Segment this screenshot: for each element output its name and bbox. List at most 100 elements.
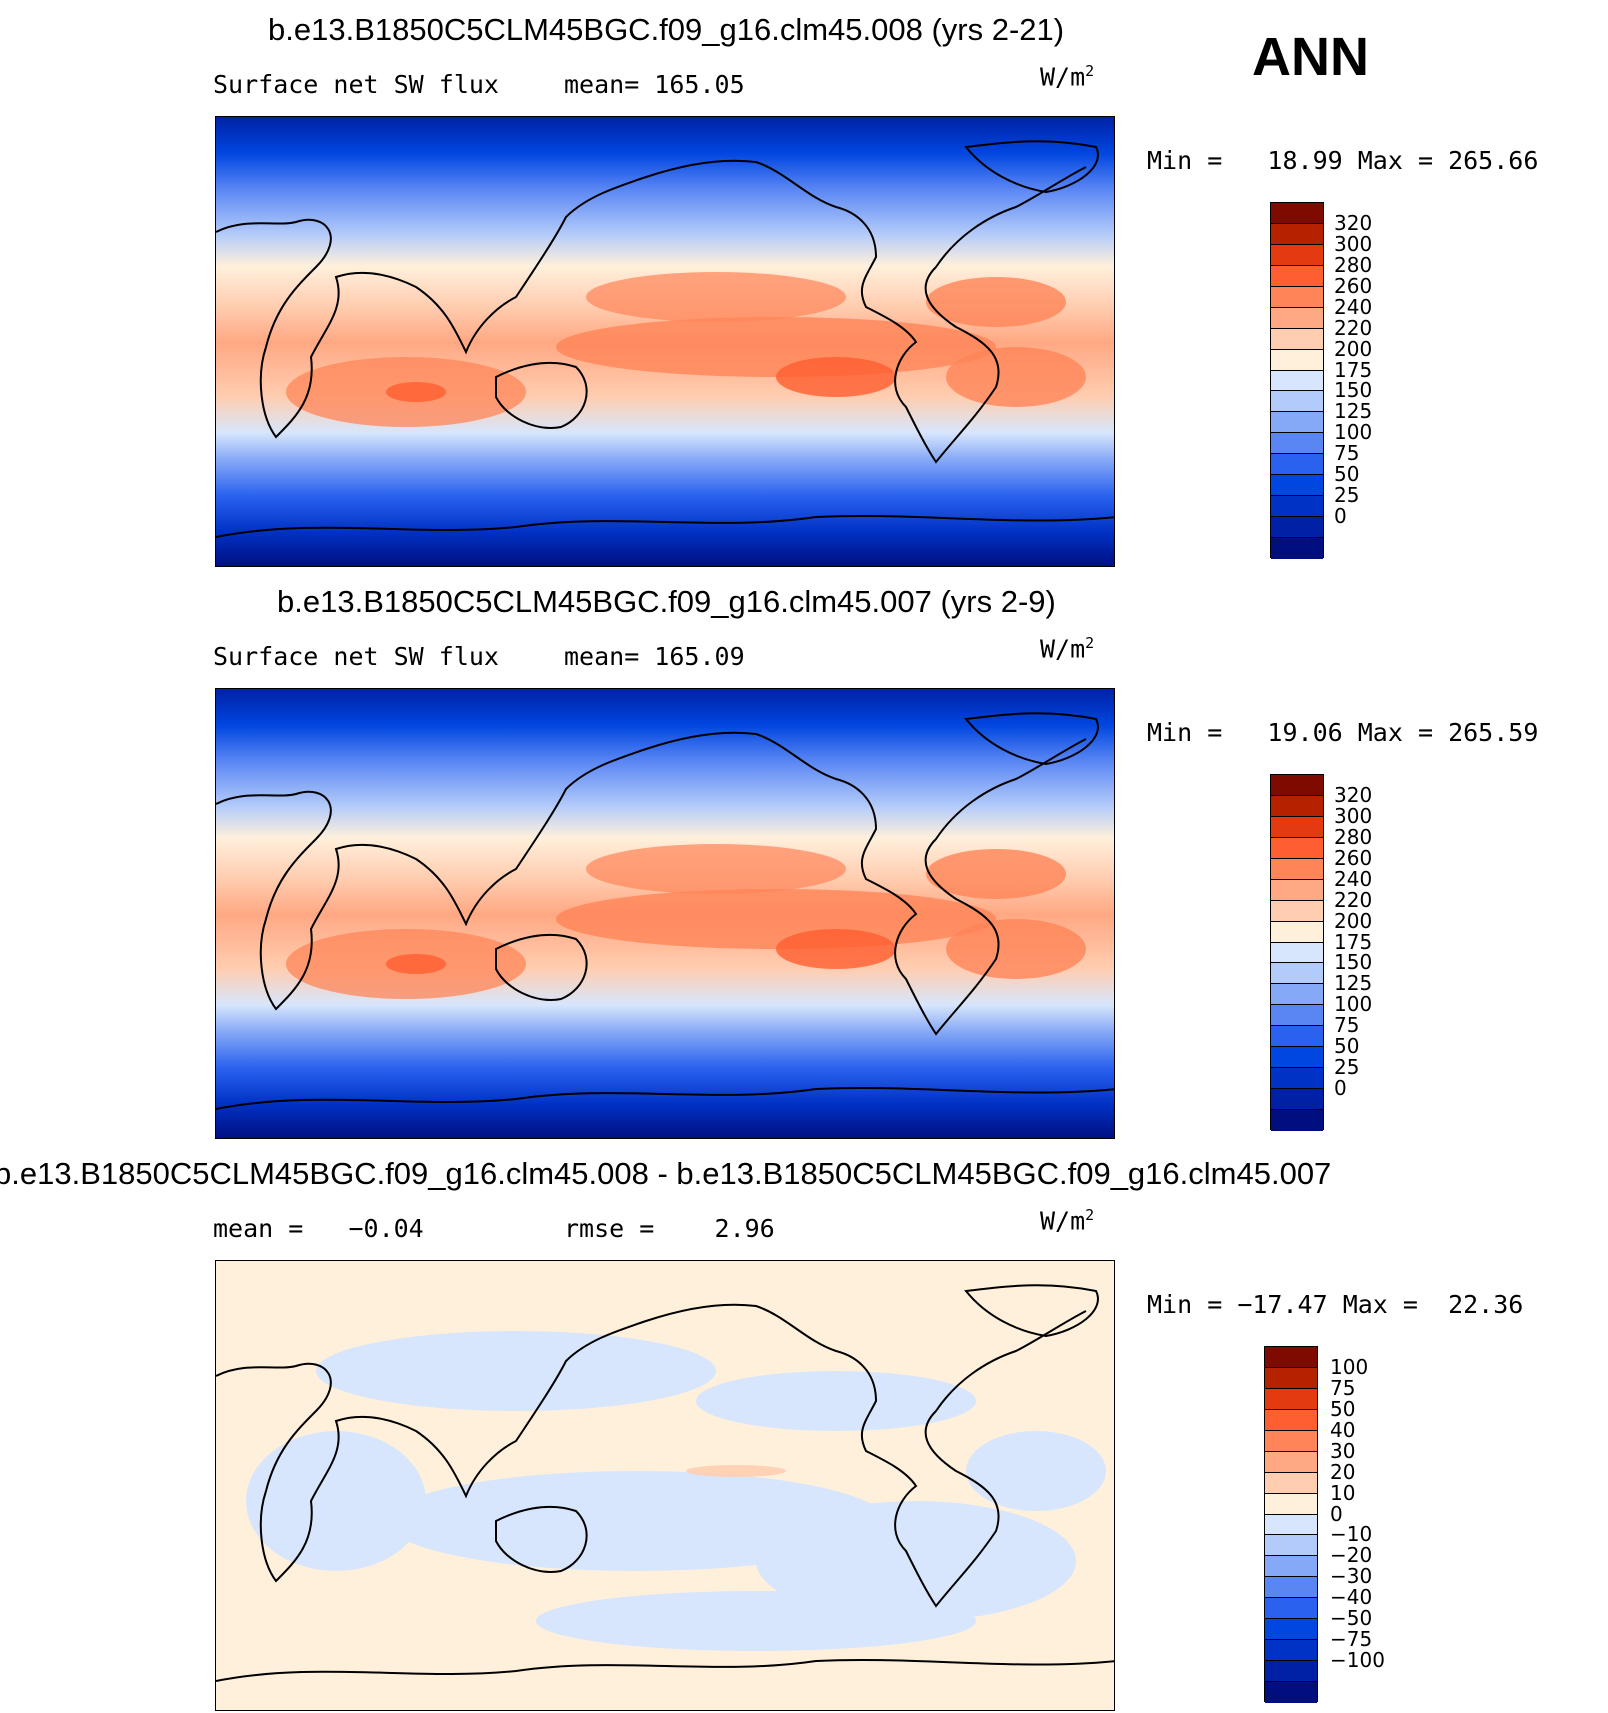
colorbar-segment [1271, 391, 1323, 413]
colorbar-segment [1265, 1598, 1317, 1620]
colorbar-tick-label: 150 [1334, 950, 1373, 975]
panel-1-map [215, 116, 1115, 567]
colorbar-tick-label: 100 [1334, 420, 1373, 445]
panel-1-min-label: Min = 18.99 Max = 265.66 [1147, 146, 1539, 175]
colorbar-tick-label: 280 [1334, 824, 1373, 849]
colorbar-segment [1271, 496, 1323, 518]
colorbar-tick-label: 10 [1330, 1480, 1356, 1505]
colorbar-tick-label: 300 [1334, 231, 1373, 256]
panel-3-title: b.e13.B1850C5CLM45BGC.f09_g16.clm45.008 … [0, 1156, 1332, 1191]
colorbar-tick-label: 25 [1334, 483, 1360, 508]
panel-3-map-svg [216, 1261, 1114, 1710]
colorbar-tick-label: 240 [1334, 866, 1373, 891]
panel-1-variable-label: Surface net SW flux [213, 70, 499, 99]
colorbar-tick-label: 75 [1330, 1375, 1356, 1400]
colorbar-tick-label: 50 [1334, 462, 1360, 487]
colorbar-segment [1265, 1388, 1317, 1410]
colorbar-tick-label: 175 [1334, 929, 1373, 954]
colorbar-tick-label: 50 [1330, 1396, 1356, 1421]
colorbar-tick-label: 320 [1334, 210, 1373, 235]
colorbar-tick-label: 0 [1334, 504, 1347, 529]
colorbar-segment [1265, 1535, 1317, 1557]
colorbar-tick-label: −20 [1330, 1543, 1373, 1568]
colorbar-segment [1265, 1577, 1317, 1599]
colorbar-segment [1271, 963, 1323, 985]
colorbar-tick-label: 100 [1330, 1354, 1369, 1379]
colorbar-segment [1271, 1047, 1323, 1069]
colorbar-tick-label: 125 [1334, 971, 1373, 996]
colorbar-segment [1265, 1556, 1317, 1578]
colorbar-tick-label: 220 [1334, 315, 1373, 340]
panel-3-rmse-label: rmse = 2.96 [564, 1214, 775, 1243]
colorbar-segment [1271, 349, 1323, 371]
panel-3-min-label: Min = −17.47 Max = 22.36 [1147, 1290, 1524, 1319]
colorbar-tick-label: 300 [1334, 803, 1373, 828]
panel-2-units: W/m2 [1040, 634, 1095, 664]
season-label: ANN [1252, 27, 1369, 87]
colorbar-segment [1271, 942, 1323, 964]
colorbar-segment [1271, 475, 1323, 497]
panel-1-colorbar [1270, 202, 1324, 559]
panel-3-map [215, 1260, 1115, 1711]
colorbar-tick-label: 280 [1334, 252, 1373, 277]
colorbar-segment [1271, 921, 1323, 943]
colorbar-segment [1265, 1367, 1317, 1389]
colorbar-segment [1265, 1451, 1317, 1473]
colorbar-tick-label: 50 [1334, 1034, 1360, 1059]
colorbar-segment [1271, 1068, 1323, 1090]
panel-1-title: b.e13.B1850C5CLM45BGC.f09_g16.clm45.008 … [268, 12, 1065, 47]
panel-2-title: b.e13.B1850C5CLM45BGC.f09_g16.clm45.007 … [277, 584, 1056, 619]
colorbar-segment [1265, 1514, 1317, 1536]
colorbar-segment [1265, 1347, 1317, 1368]
colorbar-tick-label: −30 [1330, 1564, 1373, 1589]
colorbar-segment [1271, 1005, 1323, 1027]
colorbar-segment [1265, 1409, 1317, 1431]
colorbar-tick-label: 240 [1334, 294, 1373, 319]
colorbar-segment [1271, 454, 1323, 476]
panel-2-map [215, 688, 1115, 1139]
colorbar-segment [1265, 1682, 1317, 1703]
colorbar-tick-label: 150 [1334, 378, 1373, 403]
colorbar-segment [1265, 1640, 1317, 1662]
colorbar-tick-label: −10 [1330, 1522, 1373, 1547]
colorbar-segment [1271, 1110, 1323, 1131]
colorbar-tick-label: 125 [1334, 399, 1373, 424]
panel-1-map-svg [216, 117, 1114, 566]
colorbar-tick-label: −100 [1330, 1648, 1385, 1673]
panel-1-units: W/m2 [1040, 62, 1095, 92]
colorbar-tick-label: 220 [1334, 887, 1373, 912]
colorbar-tick-label: 0 [1334, 1076, 1347, 1101]
colorbar-segment [1271, 286, 1323, 308]
colorbar-segment [1271, 328, 1323, 350]
panel-2-mean-label: mean= 165.09 [564, 642, 745, 671]
colorbar-segment [1271, 244, 1323, 266]
colorbar-segment [1265, 1472, 1317, 1494]
panel-3-colorbar [1264, 1346, 1318, 1703]
colorbar-segment [1271, 307, 1323, 329]
colorbar-tick-label: 75 [1334, 441, 1360, 466]
colorbar-tick-label: −40 [1330, 1585, 1373, 1610]
panel-3-units: W/m2 [1040, 1206, 1095, 1236]
colorbar-segment [1271, 900, 1323, 922]
colorbar-tick-label: 200 [1334, 336, 1373, 361]
pacific-warm-band [556, 317, 996, 377]
colorbar-tick-label: 20 [1330, 1459, 1356, 1484]
colorbar-tick-label: 40 [1330, 1417, 1356, 1442]
colorbar-tick-label: 200 [1334, 908, 1373, 933]
colorbar-segment [1271, 984, 1323, 1006]
colorbar-tick-label: 0 [1330, 1501, 1343, 1526]
colorbar-segment [1271, 775, 1323, 796]
colorbar-segment [1265, 1493, 1317, 1515]
colorbar-segment [1271, 370, 1323, 392]
colorbar-tick-label: −50 [1330, 1606, 1373, 1631]
colorbar-segment [1271, 879, 1323, 901]
colorbar-segment [1271, 433, 1323, 455]
coastlines [216, 140, 1114, 538]
colorbar-segment [1271, 265, 1323, 287]
colorbar-segment [1271, 858, 1323, 880]
coastlines [216, 712, 1114, 1110]
colorbar-segment [1265, 1661, 1317, 1682]
panel-2-variable-label: Surface net SW flux [213, 642, 499, 671]
colorbar-tick-label: 25 [1334, 1055, 1360, 1080]
panel-2-min-label: Min = 19.06 Max = 265.59 [1147, 718, 1539, 747]
